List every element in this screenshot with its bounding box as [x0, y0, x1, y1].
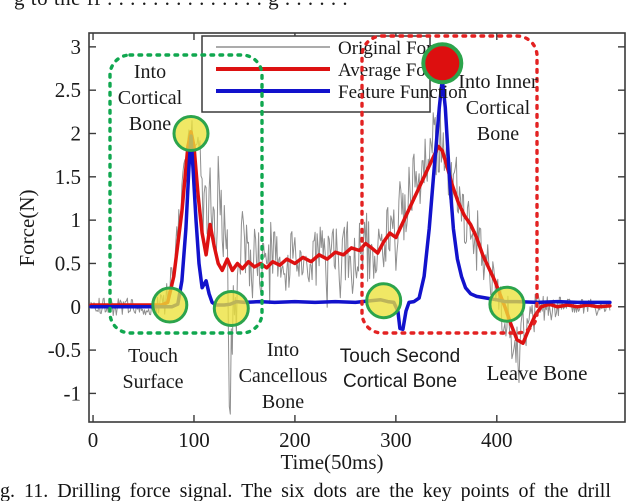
key-point-touch-surface — [151, 286, 189, 324]
x-tick-label: 0 — [88, 428, 99, 452]
key-point-into-cancellous-bone — [212, 290, 250, 327]
y-tick-label: 3 — [71, 35, 82, 59]
legend-box — [201, 35, 431, 113]
legend-label-2: Feature Function — [338, 82, 468, 103]
annotation-touch-second-cortical-bone-line1: Touch Second — [340, 346, 460, 367]
x-tick-label: 400 — [481, 428, 513, 452]
y-tick-label: -1 — [64, 381, 82, 405]
annotation-touch-surface-line1: Touch — [128, 345, 178, 367]
x-axis-label: Time(50ms) — [280, 450, 383, 474]
y-tick-label: 2 — [71, 121, 82, 145]
annotation-touch-second-cortical-bone-line2: Cortical Bone — [343, 371, 457, 392]
y-tick-label: 2.5 — [55, 78, 81, 102]
figure-caption: g. 11. Drilling force signal. The six do… — [0, 480, 640, 501]
x-tick-label: 100 — [178, 428, 210, 452]
y-tick-label: -0.5 — [48, 338, 81, 362]
top-cropped-text-fragment: g to the ff . . . . . . . . . . . . . . … — [14, 0, 348, 11]
series-average-force — [89, 130, 612, 345]
green-dashed-region — [108, 53, 264, 335]
annotation-leave-bone-line1: Leave Bone — [487, 361, 588, 385]
annotation-into-cancellous-bone-line1: Into — [267, 339, 299, 361]
y-tick-label: 1.5 — [55, 165, 81, 189]
annotation-into-cancellous-bone-line3: Bone — [262, 391, 304, 413]
annotation-into-inner-cortical-bone-line2: Cortical — [466, 97, 531, 119]
x-tick-label: 300 — [380, 428, 412, 452]
annotation-into-inner-cortical-bone-line3: Bone — [477, 123, 519, 145]
annotation-into-cortical-bone-line1: Into — [134, 61, 166, 83]
y-tick-label: 0 — [71, 295, 82, 319]
key-point-into-cortical-bone — [172, 115, 210, 152]
top-cropped-text-line: g to the ff . . . . . . . . . . . . . . … — [0, 0, 640, 11]
annotation-into-inner-cortical-bone-line1: Into Inner — [458, 71, 538, 93]
annotation-into-cortical-bone-line3: Bone — [129, 113, 171, 135]
key-point-leave-bone — [488, 285, 526, 323]
y-tick-label: 1 — [71, 208, 82, 232]
annotation-into-cancellous-bone-line2: Cancellous — [239, 365, 328, 387]
x-tick-label: 200 — [279, 428, 311, 452]
red-dashed-region — [360, 34, 539, 335]
key-point-touch-second-cortical-bone — [365, 282, 403, 320]
plot-frame — [88, 32, 626, 423]
annotation-touch-surface-line2: Surface — [122, 371, 183, 393]
key-point-into-inner-cortical-bone — [421, 42, 464, 85]
figure-caption-text: g. 11. Drilling force signal. The six do… — [0, 480, 611, 501]
y-axis-label: Force(N) — [15, 190, 39, 267]
y-tick-label: 0.5 — [55, 251, 81, 275]
annotation-into-cortical-bone-line2: Cortical — [118, 87, 183, 109]
legend-label-1: Average Force — [338, 60, 449, 81]
